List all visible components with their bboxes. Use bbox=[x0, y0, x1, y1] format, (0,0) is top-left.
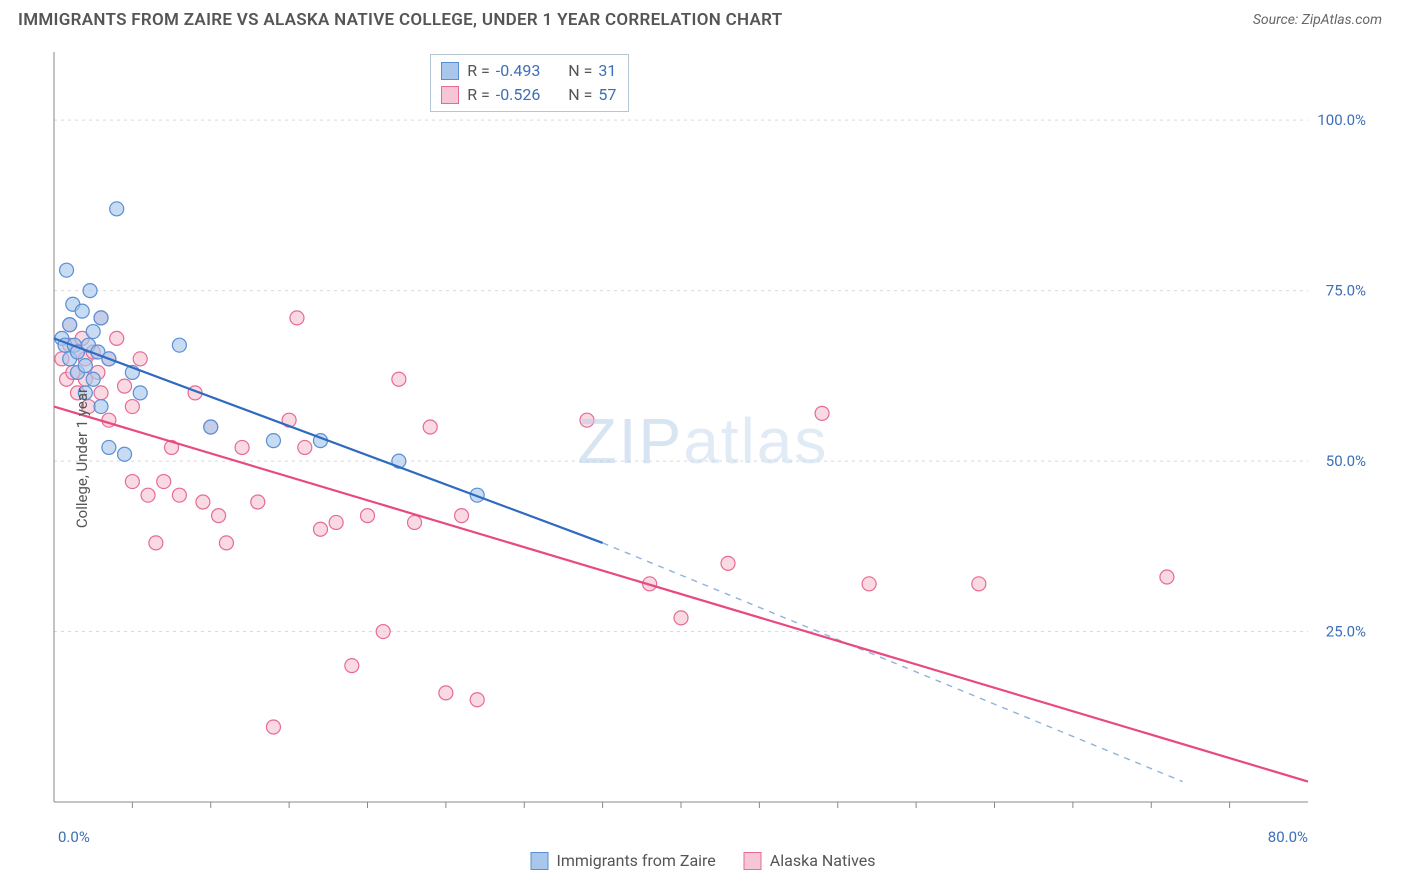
svg-text:100.0%: 100.0% bbox=[1317, 111, 1366, 129]
legend-swatch bbox=[744, 852, 762, 870]
stats-legend: R = -0.493 N = 31R = -0.526 N = 57 bbox=[430, 54, 629, 112]
legend-swatch bbox=[531, 852, 549, 870]
legend-item: Immigrants from Zaire bbox=[531, 851, 716, 870]
legend-label: Alaska Natives bbox=[770, 851, 876, 870]
svg-text:50.0%: 50.0% bbox=[1326, 452, 1366, 470]
svg-text:75.0%: 75.0% bbox=[1326, 282, 1366, 300]
chart-container: College, Under 1 year ZIPatlas 25.0%50.0… bbox=[18, 42, 1388, 874]
bottom-legend: Immigrants from Zaire Alaska Natives bbox=[531, 851, 876, 870]
scatter-chart: 25.0% 50.0% 75.0% 100.0% 0.0% 80.0% bbox=[18, 42, 1388, 874]
legend-label: Immigrants from Zaire bbox=[557, 851, 716, 870]
y-axis-label: College, Under 1 year bbox=[73, 388, 91, 528]
header: IMMIGRANTS FROM ZAIRE VS ALASKA NATIVE C… bbox=[0, 0, 1406, 36]
svg-text:25.0%: 25.0% bbox=[1326, 623, 1366, 641]
chart-title: IMMIGRANTS FROM ZAIRE VS ALASKA NATIVE C… bbox=[18, 10, 782, 30]
legend-item: Alaska Natives bbox=[744, 851, 876, 870]
svg-text:80.0%: 80.0% bbox=[1268, 828, 1308, 846]
source-label: Source: ZipAtlas.com bbox=[1253, 12, 1382, 28]
svg-text:0.0%: 0.0% bbox=[58, 828, 90, 846]
legend-swatch bbox=[441, 86, 459, 104]
legend-swatch bbox=[441, 62, 459, 80]
